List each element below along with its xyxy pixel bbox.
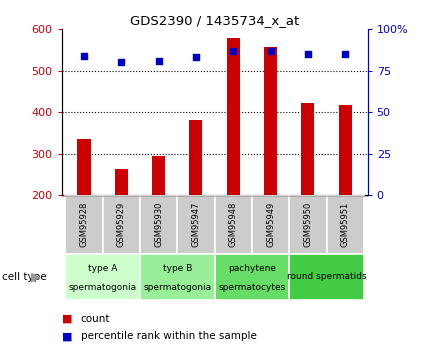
Text: ■: ■ xyxy=(62,314,72,324)
Point xyxy=(342,51,348,57)
Text: spermatocytes: spermatocytes xyxy=(218,283,286,292)
Text: ■: ■ xyxy=(62,332,72,341)
Text: GSM95948: GSM95948 xyxy=(229,202,238,247)
Bar xyxy=(177,196,215,254)
Point xyxy=(230,48,237,53)
Point xyxy=(267,48,274,53)
Text: GSM95930: GSM95930 xyxy=(154,202,163,247)
Bar xyxy=(77,139,91,195)
Bar xyxy=(289,196,326,254)
Bar xyxy=(289,254,364,300)
Point xyxy=(155,58,162,63)
Text: cell type: cell type xyxy=(2,272,47,282)
Bar xyxy=(264,47,277,195)
Point xyxy=(118,60,125,65)
Text: GSM95949: GSM95949 xyxy=(266,202,275,247)
Bar xyxy=(140,196,177,254)
Text: type A: type A xyxy=(88,264,117,273)
Text: GSM95947: GSM95947 xyxy=(192,202,201,247)
Title: GDS2390 / 1435734_x_at: GDS2390 / 1435734_x_at xyxy=(130,14,299,27)
Bar xyxy=(227,38,240,195)
Bar xyxy=(301,103,314,195)
Text: spermatogonia: spermatogonia xyxy=(143,283,211,292)
Bar xyxy=(190,120,202,195)
Bar xyxy=(65,196,103,254)
Bar xyxy=(215,254,289,300)
Text: ▶: ▶ xyxy=(31,270,40,283)
Bar xyxy=(152,156,165,195)
Text: round spermatids: round spermatids xyxy=(287,272,366,282)
Bar xyxy=(103,196,140,254)
Text: count: count xyxy=(81,314,110,324)
Text: percentile rank within the sample: percentile rank within the sample xyxy=(81,332,257,341)
Bar xyxy=(215,196,252,254)
Text: GSM95951: GSM95951 xyxy=(341,202,350,247)
Text: GSM95928: GSM95928 xyxy=(79,202,88,247)
Text: GSM95929: GSM95929 xyxy=(117,202,126,247)
Point xyxy=(305,51,312,57)
Bar xyxy=(140,254,215,300)
Bar xyxy=(65,254,140,300)
Bar xyxy=(252,196,289,254)
Bar xyxy=(339,105,352,195)
Text: pachytene: pachytene xyxy=(228,264,276,273)
Point xyxy=(193,55,199,60)
Point xyxy=(81,53,88,59)
Text: type B: type B xyxy=(163,264,192,273)
Bar xyxy=(326,196,364,254)
Bar xyxy=(115,169,128,195)
Text: spermatogonia: spermatogonia xyxy=(68,283,137,292)
Text: GSM95950: GSM95950 xyxy=(303,202,312,247)
